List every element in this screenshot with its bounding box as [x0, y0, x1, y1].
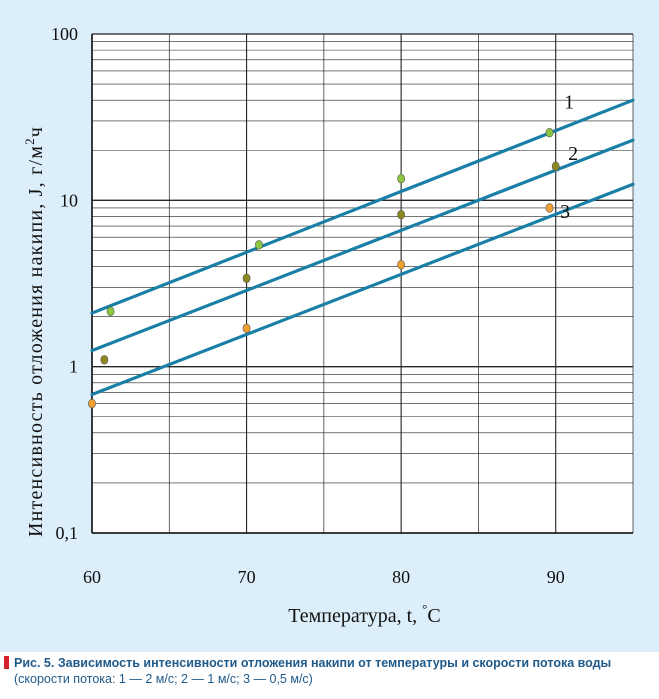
series-label: 2	[568, 143, 578, 165]
figure-caption: Рис. 5. Зависимость интенсивности отложе…	[0, 652, 659, 699]
y-tick-label: 10	[60, 190, 78, 210]
data-point	[242, 273, 251, 283]
caption-legend: (скорости потока: 1 — 2 м/с; 2 — 1 м/с; …	[14, 672, 313, 686]
caption-title: Рис. 5. Зависимость интенсивности отложе…	[14, 656, 612, 670]
series-label: 1	[564, 91, 574, 113]
series-label: 3	[560, 201, 570, 223]
data-point	[397, 173, 406, 184]
plot-area	[92, 34, 633, 533]
x-tick-label: 60	[83, 567, 101, 587]
caption-marker	[4, 656, 9, 669]
x-tick-label: 90	[547, 567, 565, 587]
series-line	[90, 98, 635, 315]
data-point	[242, 323, 251, 334]
data-point	[255, 240, 263, 250]
caption-text: Рис. 5. Зависимость интенсивности отложе…	[14, 655, 655, 687]
chart: 0,1 1 10 100 60 70 80 90 Температура, t, °C Интен…	[22, 24, 635, 627]
y-tick-label: 0,1	[56, 523, 79, 543]
data-point	[545, 128, 554, 138]
data-point	[397, 209, 406, 220]
data-point	[88, 398, 96, 409]
x-tick-label: 80	[392, 567, 410, 587]
data-point	[551, 161, 560, 172]
data-point	[545, 203, 554, 213]
y-tick-label: 100	[51, 24, 78, 44]
series-line	[90, 182, 635, 397]
y-axis-label: Интенсивность отложения накипи, J, г/м2ч	[22, 126, 47, 537]
x-tick-label: 70	[238, 567, 256, 587]
y-tick-label: 1	[69, 357, 78, 377]
x-axis-label: Температура, t, °C	[288, 601, 440, 627]
data-point	[100, 355, 109, 365]
series-line	[90, 138, 635, 353]
data-point	[106, 306, 115, 317]
data-point	[397, 260, 406, 270]
